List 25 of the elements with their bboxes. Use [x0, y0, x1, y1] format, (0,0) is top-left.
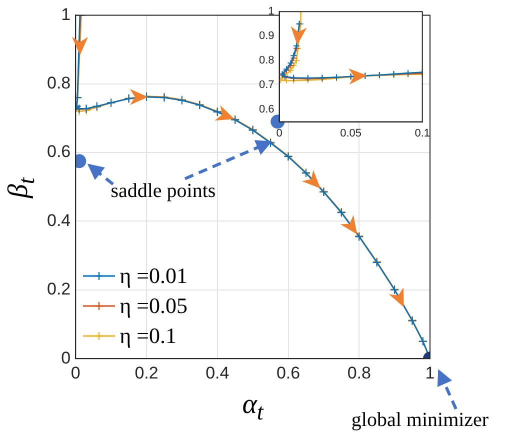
y-tick-label: 0.6: [46, 142, 71, 162]
x-tick-label: 0.4: [206, 363, 230, 382]
y-tick-label: 0.8: [46, 74, 71, 93]
x-tick-label: 0.8: [347, 363, 371, 382]
y-tick-label: 0.8: [258, 54, 274, 67]
x-tick-label: 0.6: [276, 363, 300, 382]
legend-label: η =0.05: [120, 292, 188, 320]
x-axis-title: α$_{t}$: [241, 388, 265, 426]
x-tick-label: 0.2: [134, 363, 158, 382]
annotation: saddle points: [110, 180, 217, 204]
x-tick-label: 0: [276, 127, 282, 140]
x-tick-label: 0.1: [414, 127, 430, 140]
legend-label: η =0.01: [120, 262, 188, 290]
y-tick-label: 0.4: [46, 210, 71, 230]
annotation: global minimizer: [350, 408, 490, 432]
y-tick-label: 1: [61, 4, 71, 24]
y-tick-label: 0.7: [258, 79, 274, 92]
y-tick-label: 0.9: [258, 30, 274, 42]
x-tick-label: 0.05: [340, 127, 362, 140]
y-tick-label: 0.6: [258, 104, 274, 116]
x-tick-label: 1: [425, 363, 435, 382]
y-tick-label: 1: [268, 6, 274, 18]
y-tick-label: 0: [61, 348, 71, 368]
legend-label: η =0.1: [120, 322, 177, 350]
y-tick-label: 0.2: [46, 280, 71, 299]
